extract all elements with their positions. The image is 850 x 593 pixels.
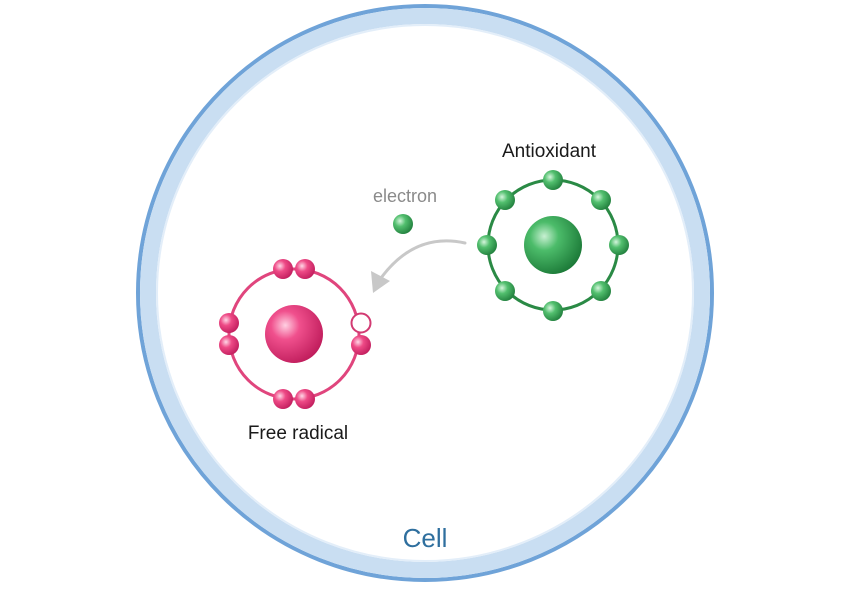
transfer-arrow (371, 239, 467, 293)
antioxidant-nucleus (524, 216, 582, 274)
antioxidant-electron (543, 170, 563, 190)
cell-membrane (136, 4, 714, 582)
electron-label: electron (373, 186, 437, 206)
antioxidant-electrons (477, 170, 629, 321)
antioxidant-atom (477, 170, 629, 321)
antioxidant-electron (591, 281, 611, 301)
antioxidant-electron (591, 190, 611, 210)
free-radical-nucleus (265, 305, 323, 363)
antioxidant-electron (609, 235, 629, 255)
free-radical-electron (295, 259, 315, 279)
antioxidant-label: Antioxidant (502, 141, 597, 162)
free-radical-electron (295, 389, 315, 409)
free-radical-electrons (219, 259, 372, 409)
free-radical-electron (219, 335, 239, 355)
free-radical-label: Free radical (248, 423, 348, 444)
free-radical-missing-electron (350, 312, 372, 334)
cell-label: Cell (403, 523, 448, 553)
free-radical-atom (219, 259, 372, 409)
donated-electron (393, 214, 413, 234)
antioxidant-electron (477, 235, 497, 255)
free-radical-electron (219, 313, 239, 333)
free-radical-electron (273, 259, 293, 279)
antioxidant-electron (495, 281, 515, 301)
free-radical-orbit (227, 267, 361, 401)
antioxidant-electron (495, 190, 515, 210)
free-radical-electron (351, 335, 371, 355)
free-radical-electron (273, 389, 293, 409)
antioxidant-electron (543, 301, 563, 321)
